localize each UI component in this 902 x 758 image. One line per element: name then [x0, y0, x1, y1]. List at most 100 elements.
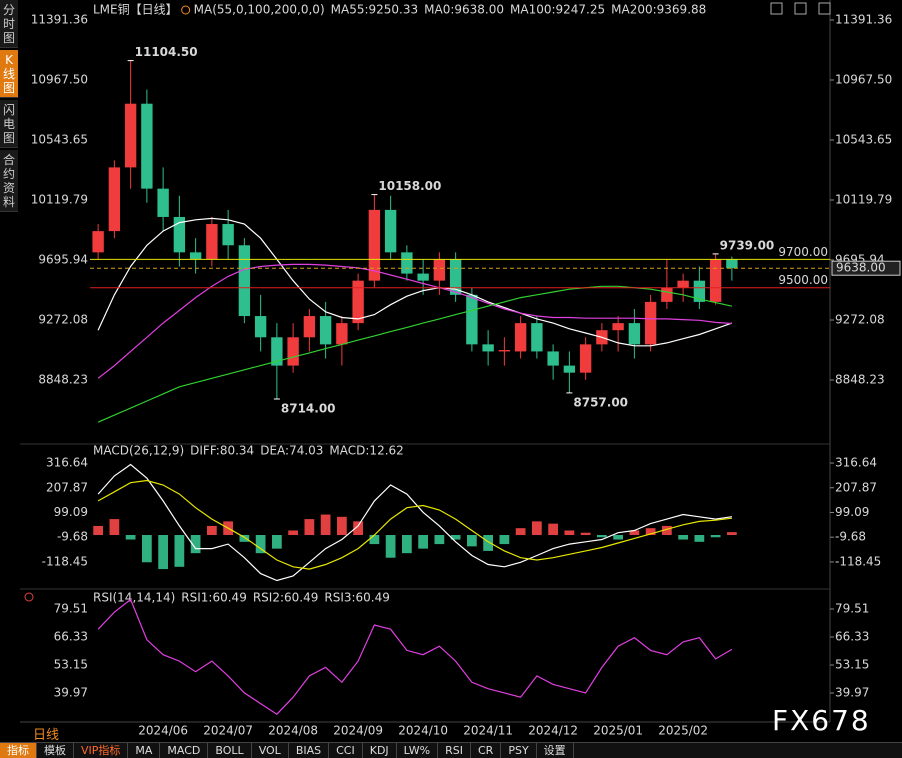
- x-tick-label: 2024/09: [333, 724, 383, 738]
- legend-item: MA(55,0,100,200,0,0): [194, 3, 325, 17]
- toolbar: 指标 模板 VIP指标 MA MACD BOLL VOL BIAS CCI KDJ LW% RSI CR…: [0, 742, 902, 758]
- toolbar-button[interactable]: BIAS: [289, 743, 330, 758]
- macd-bar: [385, 535, 396, 558]
- series-line: [97, 598, 733, 715]
- y-tick-label: 79.51: [54, 601, 88, 615]
- legend-item: RSI1:60.49: [181, 591, 247, 605]
- candle-body: [271, 337, 283, 366]
- toolbar-button[interactable]: VIP指标: [74, 743, 129, 758]
- macd-bar: [255, 535, 266, 554]
- sidebar-tab[interactable]: 闪电图: [0, 100, 18, 148]
- macd-bar: [645, 528, 656, 535]
- candle-body: [319, 316, 332, 345]
- toolbar-button[interactable]: CR: [471, 743, 502, 758]
- y-tick-label: 66.33: [54, 629, 88, 643]
- macd-bar: [353, 521, 363, 535]
- legend-item: MA200:9369.88: [611, 3, 706, 17]
- macd-bar: [402, 535, 412, 554]
- toolbar-button[interactable]: RSI: [438, 743, 471, 758]
- candle-body: [612, 323, 624, 331]
- y-tick-label: 11391.36: [31, 12, 88, 26]
- macd-bar: [613, 535, 623, 540]
- candle-body: [661, 287, 673, 302]
- annotation-label: 9739.00: [720, 238, 775, 252]
- toolbar-button[interactable]: LW%: [397, 743, 439, 758]
- y-tick-label: 10543.65: [31, 133, 88, 147]
- y-tick-label: -9.68: [57, 530, 88, 544]
- candle-body: [352, 280, 364, 324]
- candle-body: [238, 245, 251, 317]
- macd-bar: [678, 535, 688, 540]
- candle-body: [466, 294, 478, 345]
- period-label: 日线: [33, 728, 60, 743]
- y-tick-label: 53.15: [54, 657, 88, 671]
- annotation-label: 10158.00: [378, 179, 441, 193]
- x-tick-label: 2024/08: [268, 724, 318, 738]
- macd-bar: [434, 535, 445, 545]
- candle-body: [628, 323, 641, 345]
- legend-item: MA55:9250.33: [331, 3, 419, 17]
- toolbar-button[interactable]: MACD: [160, 743, 209, 758]
- macd-bar: [142, 535, 152, 563]
- macd-bar: [369, 535, 380, 545]
- legend-item: RSI3:60.49: [324, 591, 390, 605]
- toolbar-button[interactable]: KDJ: [363, 743, 397, 758]
- candle-body: [254, 316, 267, 338]
- y-tick-label: 10967.50: [835, 73, 892, 87]
- x-tick-label: 2024/07: [203, 724, 253, 738]
- macd-bar: [532, 521, 542, 535]
- candle-body: [124, 103, 137, 168]
- toolbar-button[interactable]: 设置: [537, 743, 574, 758]
- toolbar-button[interactable]: 指标: [0, 743, 37, 758]
- candle-body: [693, 280, 706, 302]
- candle-body: [563, 365, 576, 373]
- macd-bar: [125, 535, 136, 540]
- chart-title: LME铜: [93, 2, 130, 17]
- candle-body: [417, 273, 429, 281]
- settings-dot[interactable]: [24, 592, 34, 602]
- series-line: [97, 263, 732, 379]
- toolbar-button[interactable]: VOL: [252, 743, 289, 758]
- toolbar-button[interactable]: MA: [128, 743, 161, 758]
- toolbar-button[interactable]: BOLL: [208, 743, 252, 758]
- sidebar-tab[interactable]: 分时图: [0, 0, 18, 48]
- y-tick-label: 8848.23: [835, 373, 885, 387]
- macd-bar: [337, 516, 347, 535]
- last-price-box: [831, 260, 901, 276]
- y-tick-label: 207.87: [835, 480, 877, 494]
- y-tick-label: 39.97: [835, 685, 869, 699]
- toolbar-button[interactable]: PSY: [501, 743, 537, 758]
- candle-body: [108, 167, 121, 232]
- macd-bar: [564, 530, 575, 535]
- legend-item: MACD(26,12,9): [93, 444, 184, 458]
- candle-body: [547, 351, 559, 366]
- period: 【日线】: [130, 3, 178, 17]
- candle-body: [173, 216, 186, 253]
- macd-bar: [190, 535, 201, 554]
- candle-body: [401, 252, 413, 274]
- legend-item: DEA:74.03: [260, 444, 323, 458]
- y-tick-label: 316.64: [46, 456, 88, 470]
- macd-bar: [580, 532, 591, 535]
- y-tick-label: 10543.65: [835, 133, 892, 147]
- macd-bar: [467, 535, 477, 547]
- x-tick-label: 2024/06: [138, 724, 188, 738]
- y-tick-label: 9272.08: [38, 313, 88, 327]
- series-line: [97, 285, 733, 423]
- y-tick-label: 53.15: [835, 657, 869, 671]
- macd-bar: [272, 535, 282, 549]
- sidebar-tab[interactable]: 合约资料: [0, 150, 18, 212]
- sidebar-tab[interactable]: K线图: [0, 50, 18, 98]
- y-tick-label: 316.64: [835, 456, 877, 470]
- window-icons[interactable]: [770, 2, 831, 15]
- toolbar-button[interactable]: 模板: [37, 743, 74, 758]
- x-tick-label: 2024/10: [398, 724, 448, 738]
- legend-item: RSI2:60.49: [253, 591, 319, 605]
- candle-body: [384, 209, 397, 253]
- macd-bar: [694, 535, 705, 542]
- y-tick-label: 207.87: [46, 480, 88, 494]
- toolbar-button[interactable]: CCI: [329, 743, 363, 758]
- y-tick-label: -118.45: [42, 554, 88, 568]
- macd-bar: [158, 535, 168, 570]
